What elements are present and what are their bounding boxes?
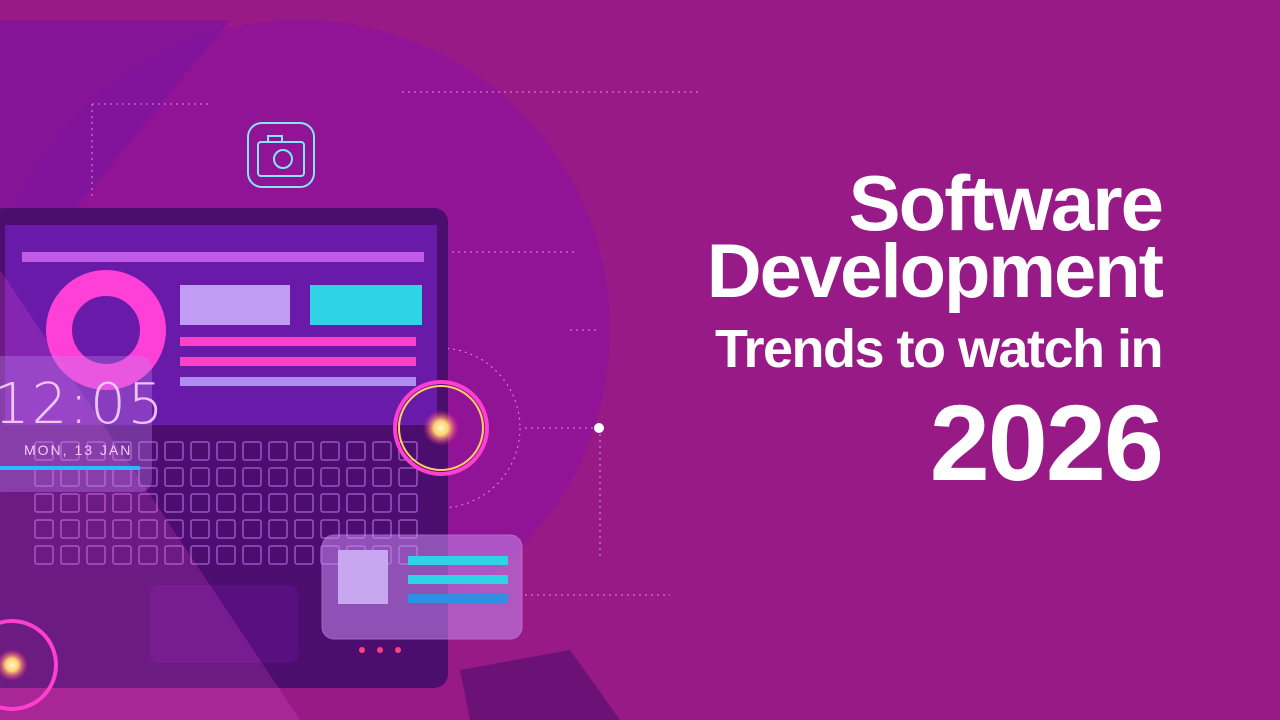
headline-line-3: Trends to watch in — [714, 319, 1164, 379]
keyboard-key — [294, 467, 314, 487]
keyboard-key — [320, 467, 340, 487]
dotted-lines — [91, 91, 700, 596]
clock-date: MON, 13 JAN — [24, 442, 133, 458]
keyboard-key — [398, 467, 418, 487]
keyboard-key — [138, 545, 158, 565]
keyboard-key — [60, 493, 80, 513]
keyboard-key — [164, 493, 184, 513]
keyboard-key — [216, 467, 236, 487]
keyboard-key — [294, 545, 314, 565]
keyboard-key — [372, 441, 392, 461]
keyboard-key — [164, 467, 184, 487]
keyboard-key — [268, 545, 288, 565]
keyboard-key — [320, 441, 340, 461]
keyboard-key — [86, 519, 106, 539]
keyboard-key — [346, 493, 366, 513]
keyboard-key — [216, 441, 236, 461]
clock-time: 12:05 — [0, 372, 166, 437]
camera-icon — [247, 122, 315, 188]
keyboard-key — [34, 441, 54, 461]
trackpad — [150, 585, 298, 663]
keyboard-key — [164, 545, 184, 565]
keyboard-key — [112, 441, 132, 461]
keyboard-key — [138, 441, 158, 461]
keyboard-key — [242, 519, 262, 539]
headline-line-1: Software — [848, 159, 1164, 247]
keyboard-key — [112, 493, 132, 513]
keyboard-key — [190, 519, 210, 539]
keyboard-key — [138, 467, 158, 487]
keyboard-key — [190, 545, 210, 565]
keyboard-key — [60, 519, 80, 539]
keyboard-key — [268, 493, 288, 513]
glow-node — [393, 380, 489, 476]
keyboard-key — [34, 519, 54, 539]
keyboard-key — [86, 545, 106, 565]
keyboard-key — [34, 545, 54, 565]
keyboard-key — [60, 441, 80, 461]
keyboard-key — [34, 493, 54, 513]
keyboard-key — [268, 519, 288, 539]
keyboard-key — [268, 467, 288, 487]
headline-year: 2026 — [929, 382, 1164, 503]
keyboard-key — [216, 545, 236, 565]
keyboard-key — [372, 493, 392, 513]
donut-chart — [46, 270, 166, 390]
clock-widget: 12:05 — [0, 372, 165, 437]
keyboard-key — [190, 493, 210, 513]
keyboard-key — [398, 493, 418, 513]
keyboard-key — [112, 519, 132, 539]
keyboard-key — [346, 467, 366, 487]
clock-panel — [0, 356, 152, 492]
keyboard-key — [190, 467, 210, 487]
keyboard-key — [294, 493, 314, 513]
keyboard-key — [86, 493, 106, 513]
keyboard-key — [60, 545, 80, 565]
keyboard-key — [216, 519, 236, 539]
keyboard-key — [320, 493, 340, 513]
keyboard-key — [242, 441, 262, 461]
keyboard-key — [242, 493, 262, 513]
glow-node — [0, 619, 58, 711]
laptop-illustration — [0, 20, 700, 720]
keyboard-key — [138, 493, 158, 513]
keyboard-key — [242, 467, 262, 487]
keyboard-key — [372, 467, 392, 487]
keyboard-key — [86, 441, 106, 461]
headline-line-2: Development — [706, 229, 1164, 314]
keyboard-key — [268, 441, 288, 461]
keyboard-key — [190, 441, 210, 461]
keyboard-key — [294, 519, 314, 539]
keyboard-key — [346, 441, 366, 461]
keyboard-key — [138, 519, 158, 539]
keyboard — [34, 441, 418, 565]
keyboard-key — [216, 493, 236, 513]
keyboard-key — [164, 441, 184, 461]
keyboard-key — [242, 545, 262, 565]
keyboard-key — [112, 545, 132, 565]
keyboard-key — [294, 441, 314, 461]
keyboard-key — [164, 519, 184, 539]
